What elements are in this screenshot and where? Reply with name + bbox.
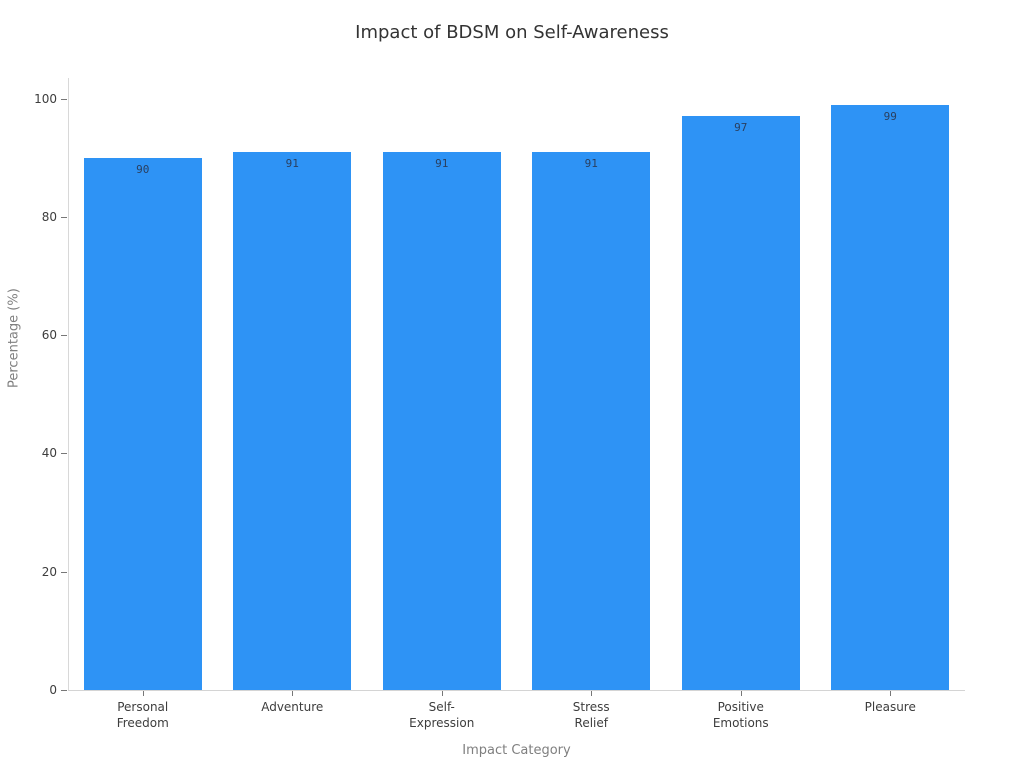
x-tick-label-positive-emotions: Positive Emotions bbox=[666, 699, 816, 731]
x-tick-label-personal-freedom: Personal Freedom bbox=[68, 699, 218, 731]
x-tick-label-pleasure: Pleasure bbox=[815, 699, 965, 715]
bar-stress-relief: 91 bbox=[532, 151, 651, 690]
y-tick-label: 60 bbox=[41, 328, 57, 343]
x-tick-mark bbox=[142, 691, 144, 696]
bar-personal-freedom: 90 bbox=[83, 157, 202, 690]
x-tick-label-line: Relief bbox=[574, 716, 608, 730]
bar-value-label: 91 bbox=[285, 156, 299, 170]
chart-title: Impact of BDSM on Self-Awareness bbox=[355, 22, 669, 43]
y-tick-label: 0 bbox=[49, 683, 57, 697]
y-tick-mark bbox=[61, 216, 67, 218]
x-tick-label-line: Emotions bbox=[712, 716, 769, 730]
x-axis-line bbox=[68, 690, 965, 691]
bar-positive-emotions: 97 bbox=[681, 116, 800, 690]
x-tick-label-self-expression: Self- Expression bbox=[367, 699, 517, 731]
y-tick-label: 100 bbox=[34, 91, 57, 106]
bar-value-label: 91 bbox=[584, 156, 598, 170]
x-tick-mark bbox=[292, 691, 294, 696]
x-tick-mark bbox=[740, 691, 742, 696]
y-tick-mark bbox=[61, 571, 67, 573]
x-tick-mark bbox=[441, 691, 443, 696]
x-tick-label-line: Adventure bbox=[261, 700, 324, 714]
bar-value-label: 97 bbox=[734, 121, 748, 135]
x-tick-label-line: Expression bbox=[409, 716, 475, 730]
x-tick-mark bbox=[890, 691, 892, 696]
y-tick-label: 80 bbox=[41, 209, 57, 224]
x-tick-label-line: Pleasure bbox=[864, 700, 916, 714]
y-tick-mark bbox=[61, 335, 67, 337]
bar-pleasure: 99 bbox=[831, 104, 950, 690]
plot-area: 90 91 91 91 97 99 bbox=[68, 78, 965, 691]
x-tick-label-line: Self- bbox=[428, 700, 455, 714]
x-axis-title: Impact Category bbox=[462, 743, 571, 758]
y-tick-label: 40 bbox=[41, 446, 57, 461]
x-tick-label-line: Freedom bbox=[116, 716, 169, 730]
bar-value-label: 91 bbox=[435, 156, 449, 170]
bar-value-label: 99 bbox=[883, 109, 897, 123]
x-tick-mark bbox=[591, 691, 593, 696]
bar-adventure: 91 bbox=[233, 151, 352, 690]
x-tick-label-line: Stress bbox=[572, 700, 610, 714]
bar-value-label: 90 bbox=[136, 162, 150, 176]
y-tick-mark bbox=[61, 690, 67, 691]
x-tick-label-line: Positive bbox=[717, 700, 764, 714]
x-tick-label-line: Personal bbox=[117, 700, 169, 714]
y-axis-line bbox=[68, 78, 69, 690]
y-tick-mark bbox=[61, 453, 67, 455]
x-tick-label-stress-relief: Stress Relief bbox=[516, 699, 666, 731]
x-tick-label-adventure: Adventure bbox=[217, 699, 367, 715]
bar-self-expression: 91 bbox=[382, 151, 501, 690]
y-tick-label: 20 bbox=[41, 564, 57, 579]
y-tick-mark bbox=[61, 98, 67, 100]
